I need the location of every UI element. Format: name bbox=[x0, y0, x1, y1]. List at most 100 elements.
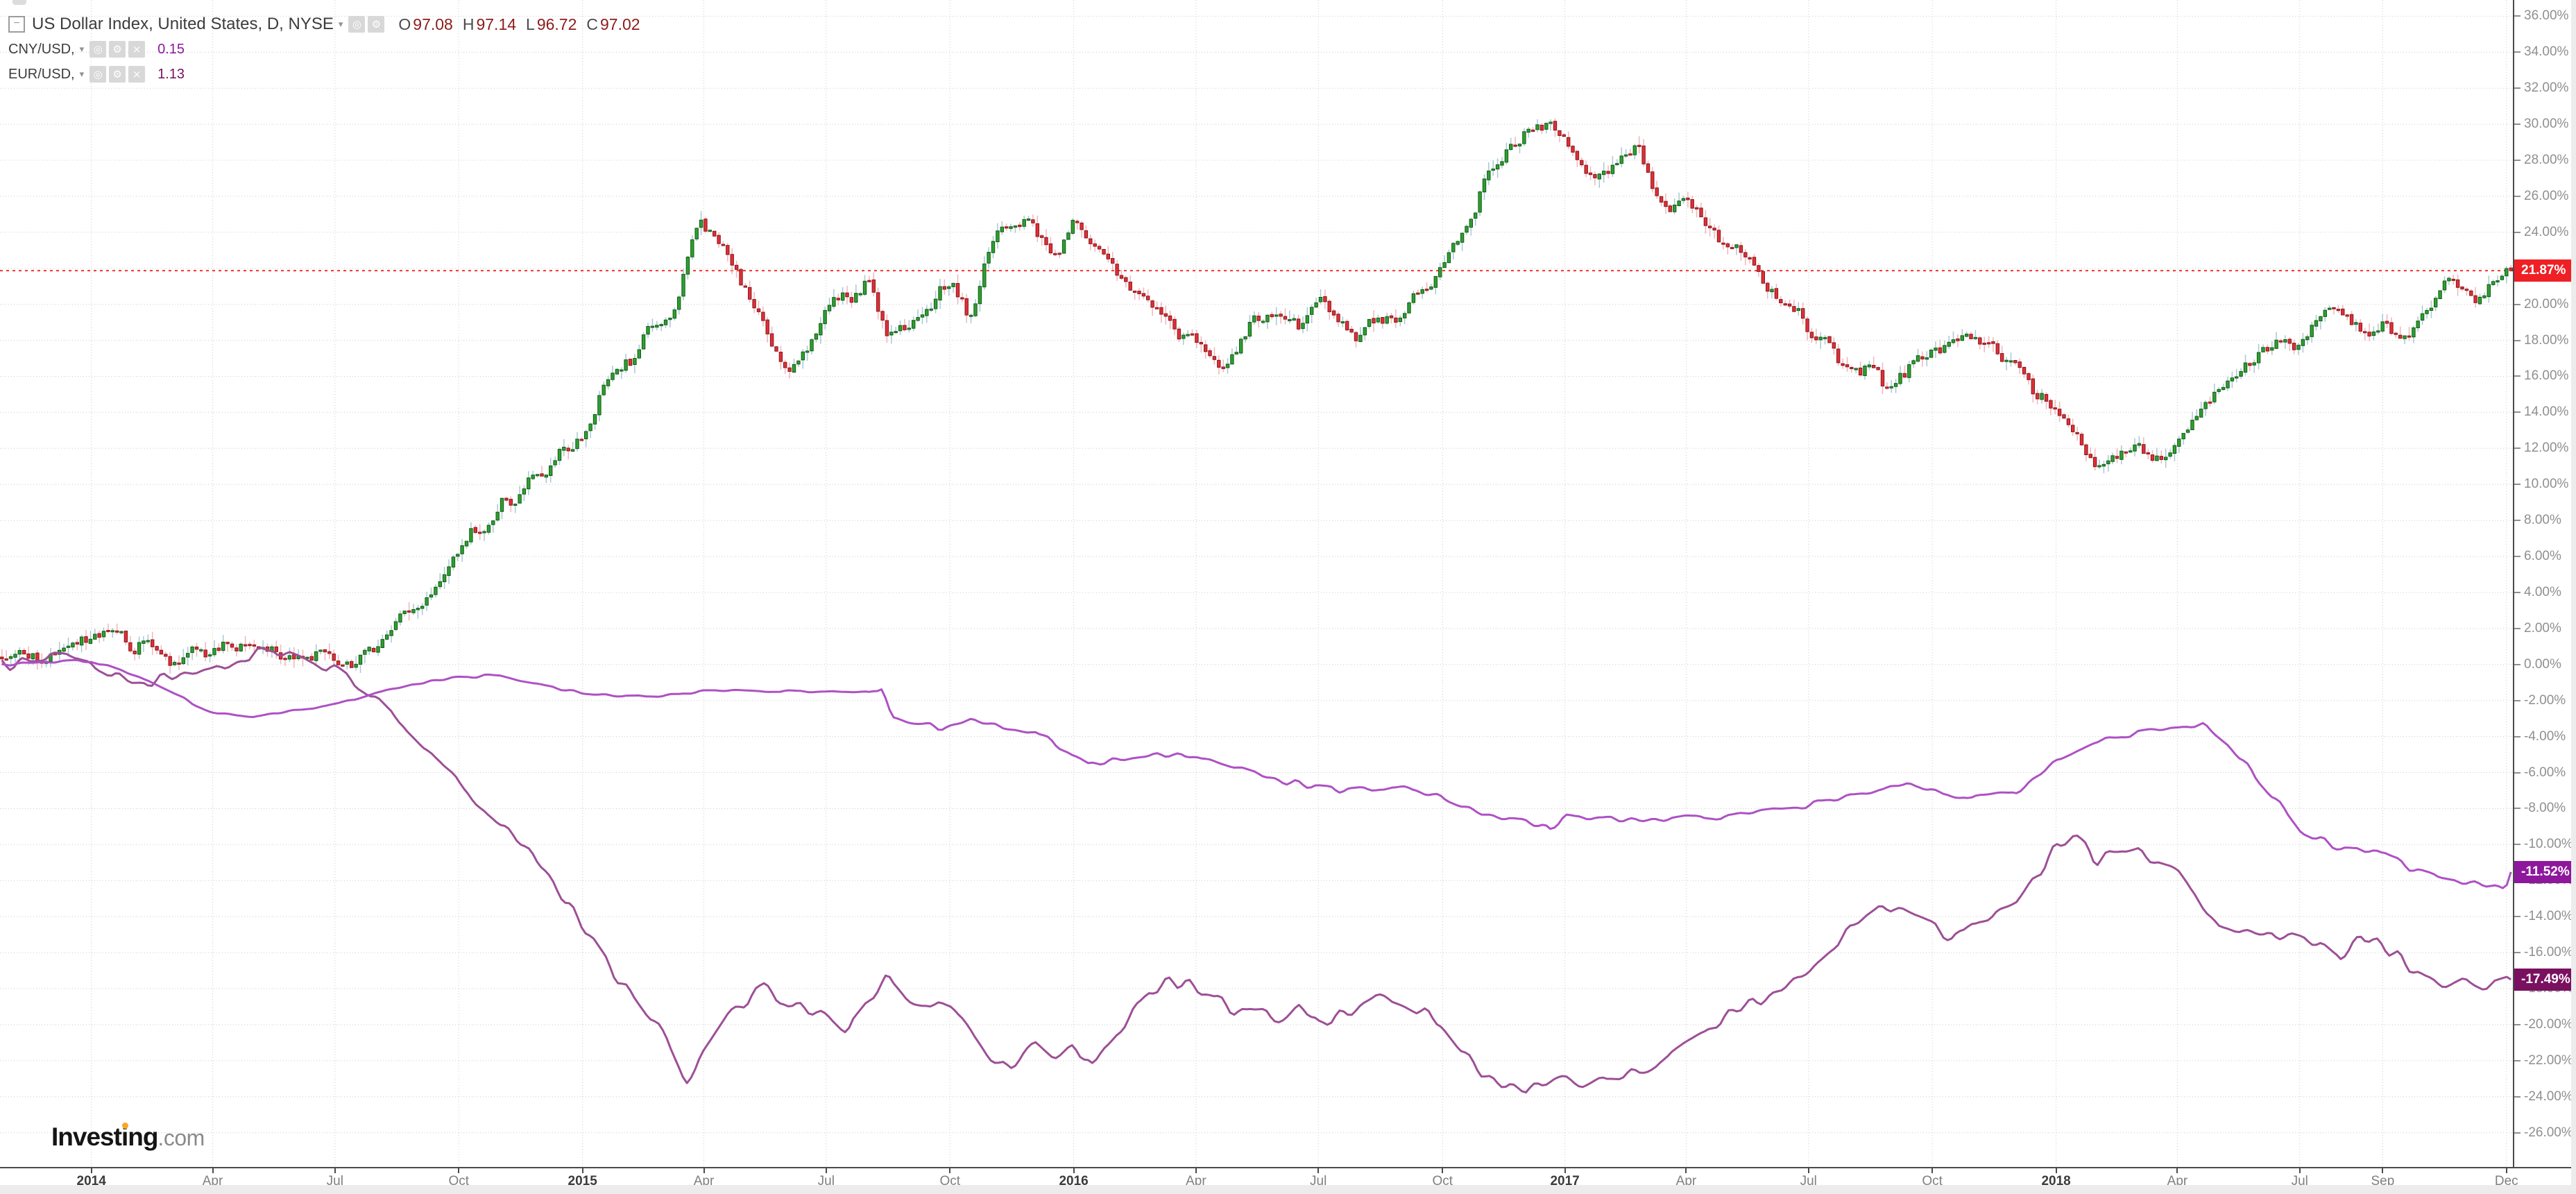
y-axis-tick bbox=[2514, 123, 2520, 126]
visibility-button[interactable]: ◎ bbox=[89, 41, 107, 58]
x-axis-tick bbox=[2505, 1168, 2507, 1173]
chevron-down-icon[interactable]: ▾ bbox=[79, 69, 85, 80]
open-value: 97.08 bbox=[413, 15, 453, 33]
y-axis-tick bbox=[2514, 1059, 2520, 1061]
price-chart-canvas[interactable] bbox=[0, 0, 2513, 1167]
x-axis-label: 2017 bbox=[1550, 1174, 1580, 1188]
y-axis-label: -2.00% bbox=[2524, 692, 2566, 708]
y-axis-label: -24.00% bbox=[2524, 1089, 2573, 1104]
y-axis-label: 8.00% bbox=[2524, 513, 2561, 528]
eur-usd-label[interactable]: EUR/USD, bbox=[8, 66, 75, 82]
y-axis-tick bbox=[2514, 231, 2520, 233]
close-button[interactable]: × bbox=[128, 66, 146, 83]
x-axis-label: Oct bbox=[1922, 1174, 1943, 1188]
ohlc-readout: O 97.08 H 97.14 L 96.72 C 97.02 bbox=[398, 15, 640, 34]
y-axis-tick bbox=[2514, 15, 2520, 17]
x-axis-label: 2014 bbox=[76, 1174, 106, 1188]
y-axis-label: -26.00% bbox=[2524, 1125, 2573, 1140]
price-axis[interactable]: 36.00% 34.00% 32.00% 30.00% 28.00% 26.00% 24.0… bbox=[2513, 0, 2576, 1167]
y-axis-label: 18.00% bbox=[2524, 332, 2569, 348]
compare-row-cny: CNY/USD, ▾ ◎ ⚙ × 0.15 bbox=[8, 39, 640, 60]
symbol-legend: − US Dollar Index, United States, D, NYS… bbox=[8, 14, 640, 89]
y-axis-label: -10.00% bbox=[2524, 837, 2573, 852]
y-axis-tick bbox=[2514, 303, 2520, 305]
y-axis-tick bbox=[2514, 735, 2520, 737]
cny-usd-label[interactable]: CNY/USD, bbox=[8, 41, 75, 57]
x-axis-label: Apr bbox=[1186, 1174, 1206, 1188]
collapse-icon[interactable]: − bbox=[8, 16, 25, 33]
y-axis-label: 34.00% bbox=[2524, 44, 2569, 60]
bottom-scroll-strip bbox=[0, 1185, 2576, 1194]
x-axis-tick bbox=[90, 1168, 92, 1173]
logo-suffix: .com bbox=[157, 1125, 205, 1150]
cny-usd-value: 0.15 bbox=[157, 41, 185, 57]
y-axis-tick bbox=[2514, 1132, 2520, 1134]
x-axis-tick bbox=[1195, 1168, 1197, 1173]
logo-brand-part: Invest bbox=[51, 1123, 122, 1151]
logo-brand-part: ng bbox=[128, 1123, 158, 1151]
x-axis-label: Sep bbox=[2371, 1174, 2395, 1188]
y-axis-label: 12.00% bbox=[2524, 441, 2569, 456]
toolbar-handle[interactable] bbox=[12, 0, 26, 5]
x-axis-tick bbox=[334, 1168, 336, 1173]
high-value: 97.14 bbox=[476, 15, 517, 33]
y-axis-tick bbox=[2514, 771, 2520, 774]
low-key: L bbox=[526, 15, 535, 33]
close-value: 97.02 bbox=[600, 15, 640, 33]
y-axis-tick bbox=[2514, 556, 2520, 558]
usd-index-last-badge: 21.87% bbox=[2514, 259, 2576, 282]
y-axis-tick bbox=[2514, 160, 2520, 161]
x-axis-tick bbox=[825, 1168, 827, 1173]
x-axis-tick bbox=[581, 1168, 583, 1173]
visibility-button[interactable]: ◎ bbox=[89, 66, 107, 83]
y-axis-tick bbox=[2514, 627, 2520, 629]
y-axis-label: 26.00% bbox=[2524, 188, 2569, 203]
x-axis-tick bbox=[458, 1168, 460, 1173]
y-axis-label: 32.00% bbox=[2524, 80, 2569, 96]
settings-button[interactable]: ⚙ bbox=[368, 16, 385, 33]
logo-orange-i: i bbox=[121, 1123, 128, 1151]
cny-usd-last-badge: -11.52% bbox=[2514, 860, 2576, 883]
y-axis-tick bbox=[2514, 411, 2520, 413]
y-axis-label: -4.00% bbox=[2524, 728, 2566, 744]
y-axis-tick bbox=[2514, 339, 2520, 341]
y-axis-label: 0.00% bbox=[2524, 656, 2561, 672]
x-axis-label: 2018 bbox=[2041, 1174, 2071, 1188]
y-axis-tick bbox=[2514, 916, 2520, 918]
x-axis-tick bbox=[1685, 1168, 1687, 1173]
y-axis-tick bbox=[2514, 1095, 2520, 1098]
y-axis-tick bbox=[2514, 51, 2520, 53]
x-axis-label: Jul bbox=[2291, 1174, 2308, 1188]
x-axis-tick bbox=[1931, 1168, 1934, 1173]
y-axis-label: -8.00% bbox=[2524, 801, 2566, 816]
y-axis-label: -20.00% bbox=[2524, 1016, 2573, 1032]
y-axis-label: -14.00% bbox=[2524, 909, 2573, 924]
x-axis-label: Jul bbox=[326, 1174, 343, 1188]
chevron-down-icon[interactable]: ▾ bbox=[338, 19, 343, 30]
x-axis-tick bbox=[1442, 1168, 1444, 1173]
x-axis-tick bbox=[949, 1168, 951, 1173]
x-axis-tick bbox=[2382, 1168, 2384, 1173]
x-axis-label: Oct bbox=[1432, 1174, 1453, 1188]
chevron-down-icon[interactable]: ▾ bbox=[79, 44, 85, 55]
high-key: H bbox=[462, 15, 475, 33]
y-axis-tick bbox=[2514, 447, 2520, 450]
close-button[interactable]: × bbox=[128, 41, 146, 58]
x-axis-label: 2016 bbox=[1059, 1174, 1089, 1188]
x-axis-tick bbox=[1073, 1168, 1075, 1173]
y-axis-label: 4.00% bbox=[2524, 584, 2561, 599]
x-axis-label: Jul bbox=[1800, 1174, 1817, 1188]
y-axis-label: 16.00% bbox=[2524, 368, 2569, 384]
x-axis-label: Jul bbox=[1310, 1174, 1327, 1188]
visibility-button[interactable]: ◎ bbox=[348, 16, 366, 33]
y-axis-label: 28.00% bbox=[2524, 153, 2569, 167]
symbol-title[interactable]: US Dollar Index, United States, D, NYSE bbox=[32, 15, 334, 33]
y-axis-tick bbox=[2514, 808, 2520, 810]
y-axis-label: 10.00% bbox=[2524, 477, 2569, 492]
settings-button[interactable]: ⚙ bbox=[109, 41, 126, 58]
y-axis-tick bbox=[2514, 844, 2520, 846]
y-axis-label: 30.00% bbox=[2524, 117, 2569, 132]
investing-logo: Investing.com bbox=[51, 1123, 205, 1152]
y-axis-label: 2.00% bbox=[2524, 620, 2561, 636]
settings-button[interactable]: ⚙ bbox=[109, 66, 126, 83]
